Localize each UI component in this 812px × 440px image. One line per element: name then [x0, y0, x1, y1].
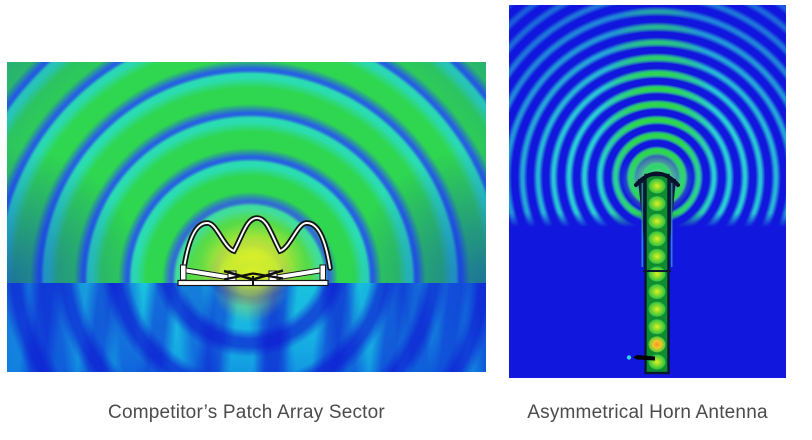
patch-array-simulation-image [7, 62, 486, 372]
horn-mouth-cap [634, 171, 680, 187]
patch-dipole-feed [223, 269, 284, 285]
horn-antenna-caption: Asymmetrical Horn Antenna [527, 402, 768, 423]
horn-feed-marker [626, 355, 655, 361]
patch-array-antenna-structure [177, 215, 333, 298]
patch-array-caption: Competitor’s Patch Array Sector [108, 402, 385, 423]
horn-antenna-simulation-image [509, 5, 786, 378]
horn-waveguide [643, 173, 671, 375]
horn-antenna-structure [613, 153, 701, 375]
patch-array-field-fade [7, 62, 486, 372]
patch-radome [181, 215, 333, 271]
